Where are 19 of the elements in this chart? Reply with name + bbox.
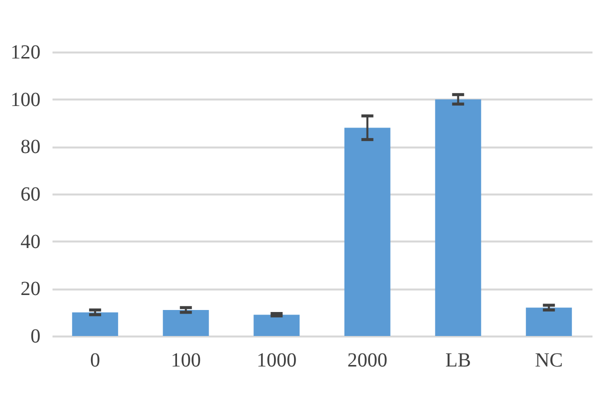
y-tick-label: 0 [30,326,40,348]
x-tick-label: 100 [170,350,201,372]
x-tick-label: 0 [90,350,100,372]
bar [344,128,390,336]
x-tick-label: NC [534,350,563,372]
bar [72,312,118,336]
bar [435,99,482,336]
y-tick-label: 40 [20,230,40,253]
x-tick-label: LB [445,350,471,372]
x-tick-label: 1000 [256,350,297,372]
y-tick-label: 80 [20,136,40,158]
bar [526,308,572,336]
bar [254,314,300,336]
y-tick-label: 20 [20,278,40,300]
x-tick-label: 2000 [347,350,388,372]
y-tick-label: 100 [10,88,40,111]
y-tick-label: 120 [10,42,40,64]
bar [162,310,209,336]
y-tick-label: 60 [20,184,40,206]
